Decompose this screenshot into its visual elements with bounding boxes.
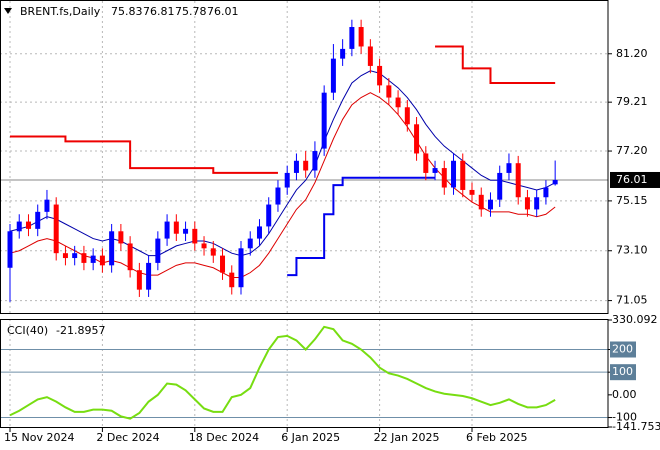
candle-body — [349, 27, 355, 49]
candle-body — [404, 107, 410, 125]
candle-body — [441, 168, 447, 188]
candle-body — [506, 163, 512, 173]
level-tag — [610, 341, 636, 358]
y-tick-label: 100 — [612, 365, 633, 378]
candle-body — [330, 58, 336, 93]
candle-body — [99, 255, 105, 266]
candle-body — [44, 199, 50, 212]
candle-body — [247, 238, 253, 249]
candle-body — [552, 179, 558, 185]
candle-body — [72, 253, 78, 259]
y-tick-label: 73.10 — [616, 244, 648, 257]
candle-body — [469, 189, 475, 195]
candle-body — [118, 231, 124, 244]
candle-body — [229, 272, 235, 288]
candle-body — [90, 255, 96, 263]
candle-body — [395, 97, 401, 108]
candle-body — [386, 85, 392, 98]
x-tick-label: 22 Jan 2025 — [374, 431, 440, 444]
indicator-line — [10, 45, 556, 174]
level-tag — [610, 364, 636, 381]
candle-body — [201, 243, 207, 249]
candle-body — [192, 228, 198, 244]
cci-line — [9, 325, 556, 420]
candle-body — [238, 248, 244, 288]
chart-title: BRENT.fs,Daily — [20, 5, 101, 18]
cci-title: CCI(40) — [7, 324, 48, 337]
y-tick-label: 79.21 — [616, 95, 648, 108]
candle-body — [266, 204, 272, 227]
candle-body — [312, 151, 318, 171]
candle-body — [534, 197, 540, 210]
candle-body — [432, 168, 438, 173]
x-tick-label: 15 Nov 2024 — [4, 431, 74, 444]
candle-body — [303, 160, 309, 171]
candle-body — [256, 226, 262, 239]
candle-body — [275, 187, 281, 205]
price-tag-label: 76.01 — [616, 173, 648, 186]
y-tick-label: 81.20 — [616, 47, 648, 60]
low-value: 75.78 — [175, 5, 207, 18]
candle-body — [164, 221, 170, 239]
candle-body — [487, 199, 493, 210]
candle-body — [220, 255, 226, 273]
candle-body — [53, 204, 59, 254]
candle-body — [183, 228, 189, 234]
symbol-arrow — [4, 8, 12, 14]
cci-value: -21.8957 — [56, 324, 105, 337]
x-tick-label: 6 Feb 2025 — [466, 431, 527, 444]
price-tag — [610, 171, 660, 188]
candle-body — [414, 124, 420, 154]
candle-body — [109, 231, 115, 266]
candle-body — [293, 160, 299, 173]
y-tick-label: 330.092 — [612, 313, 658, 326]
candle-body — [155, 238, 161, 263]
candle-body — [16, 221, 22, 232]
candle-body — [62, 253, 68, 259]
candle-body — [515, 163, 521, 198]
candle-body — [478, 194, 484, 210]
candle-body — [35, 211, 41, 229]
candle-body — [284, 172, 290, 188]
candle-body — [127, 243, 133, 271]
x-tick-label: 2 Dec 2024 — [96, 431, 159, 444]
candle-body — [25, 221, 31, 229]
candle-body — [81, 253, 87, 263]
candle-body — [377, 65, 383, 86]
high-value: 76.81 — [143, 5, 175, 18]
y-tick-label: 75.15 — [616, 194, 648, 207]
open-value: 75.83 — [111, 5, 143, 18]
y-tick-label: 0.00 — [612, 388, 637, 401]
y-tick-label: 71.05 — [616, 294, 648, 307]
candle-body — [173, 221, 179, 234]
x-tick-label: 18 Dec 2024 — [189, 431, 259, 444]
candle-body — [460, 160, 466, 190]
candle-body — [340, 48, 346, 59]
candle-body — [423, 153, 429, 173]
candle-body — [524, 197, 530, 210]
candle-body — [543, 187, 549, 198]
x-tick-label: 6 Jan 2025 — [281, 431, 340, 444]
candle-body — [321, 92, 327, 149]
y-tick-label: -141.753 — [612, 420, 660, 433]
candle-body — [136, 270, 142, 290]
candle-body — [7, 231, 13, 268]
candle-body — [367, 46, 373, 66]
close-value: 76.01 — [207, 5, 239, 18]
plot-frame — [0, 0, 609, 314]
indicator-line — [287, 176, 436, 277]
plot-frame — [0, 319, 609, 428]
y-tick-label: 77.20 — [616, 144, 648, 157]
candle-body — [146, 262, 152, 290]
candle-body — [210, 248, 216, 256]
y-tick-label: -100 — [612, 411, 637, 424]
candle-body — [451, 160, 457, 188]
y-tick-label: 200 — [612, 343, 633, 356]
candle-body — [358, 27, 364, 47]
candle-body — [497, 172, 503, 200]
